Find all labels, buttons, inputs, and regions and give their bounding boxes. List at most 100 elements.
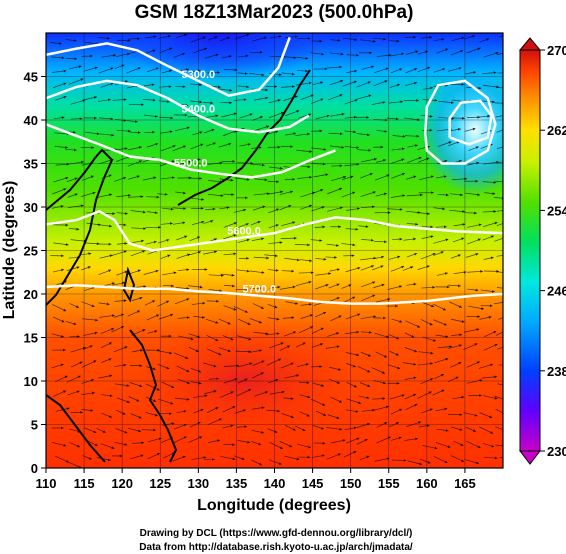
streamline-arrowhead xyxy=(305,69,308,73)
streamline-arrowhead xyxy=(292,221,296,225)
streamline-arrowhead xyxy=(430,86,433,90)
streamline-arrowhead xyxy=(292,85,295,88)
streamline-arrowhead xyxy=(385,67,389,71)
streamline-arrowhead xyxy=(343,175,347,179)
streamline-arrowhead xyxy=(353,130,357,134)
streamline-arrowhead xyxy=(63,308,67,312)
streamline-arrowhead xyxy=(418,421,422,424)
streamline-arrowhead xyxy=(170,401,174,405)
streamline-arrowhead xyxy=(444,159,448,163)
x-axis-ticks: 110 115 120 125 130 135 140 145 150 155 160 165 xyxy=(36,468,476,491)
colorbar-top-arrow xyxy=(518,37,542,51)
streamline-arrowhead xyxy=(367,369,371,373)
streamline xyxy=(495,331,503,336)
streamline-arrowhead xyxy=(445,357,449,361)
streamline-arrowhead xyxy=(109,254,113,258)
contour-label: 5700.0 xyxy=(242,284,276,296)
streamline-arrowhead xyxy=(152,98,156,102)
streamline-arrowhead xyxy=(494,456,498,460)
streamline-arrowhead xyxy=(413,282,417,286)
streamline-arrowhead xyxy=(295,302,298,305)
y-axis-label: Latitude (degrees) xyxy=(1,181,18,320)
streamline-arrowhead xyxy=(136,398,140,402)
streamline-arrowhead xyxy=(322,441,326,445)
streamline-arrowhead xyxy=(458,284,461,288)
streamline-arrowhead xyxy=(429,322,433,326)
streamline-arrowhead xyxy=(309,175,312,179)
streamline-arrowhead xyxy=(339,132,343,136)
streamline-arrowhead xyxy=(168,69,172,73)
streamline-arrowhead xyxy=(274,305,278,309)
streamline-arrowhead xyxy=(507,208,510,211)
streamline-arrowhead xyxy=(236,364,239,368)
contour-line xyxy=(46,209,503,252)
streamline-arrowhead xyxy=(210,219,214,223)
streamline-arrowhead xyxy=(74,57,78,61)
streamline-arrowhead xyxy=(111,282,115,286)
streamline-arrowhead xyxy=(324,67,328,71)
streamline-arrowhead xyxy=(401,52,404,56)
y-tick-label: 25 xyxy=(24,244,38,259)
streamline-arrowhead xyxy=(247,389,251,392)
streamline-arrowhead xyxy=(275,268,279,272)
streamline-arrowhead xyxy=(444,225,447,229)
streamline-arrowhead xyxy=(487,114,491,118)
streamline-arrowhead xyxy=(339,164,343,168)
streamline-arrowhead xyxy=(367,81,371,84)
streamline-arrowhead xyxy=(307,455,311,459)
streamline-arrowhead xyxy=(368,148,371,152)
streamline-arrowhead xyxy=(319,365,323,369)
streamline xyxy=(496,161,503,163)
streamline-arrowhead xyxy=(473,71,477,74)
streamline-arrowhead xyxy=(402,194,406,198)
streamline-arrowhead xyxy=(489,415,493,419)
cutoff-low xyxy=(420,65,503,195)
streamline-arrowhead xyxy=(410,266,414,269)
streamline-arrowhead xyxy=(153,428,156,432)
streamline-arrowhead xyxy=(143,227,146,230)
streamline-arrowhead xyxy=(310,271,314,275)
streamline-arrowhead xyxy=(261,360,265,364)
streamline xyxy=(497,52,503,55)
streamline xyxy=(406,194,423,197)
streamline-arrowhead xyxy=(397,255,401,259)
streamline-arrowhead xyxy=(445,193,449,197)
streamline-arrowhead xyxy=(62,390,66,394)
contour-label: 5500.0 xyxy=(174,158,208,170)
streamline-arrowhead xyxy=(383,37,386,41)
streamline-arrowhead xyxy=(429,35,432,39)
streamline-arrowhead xyxy=(60,334,64,338)
colorbar: 230 238 246 254 262 270 xyxy=(518,37,566,465)
streamline-arrowhead xyxy=(266,192,270,196)
streamline-arrowhead xyxy=(275,208,279,212)
streamline-arrowhead xyxy=(411,334,415,338)
streamline-arrowhead xyxy=(490,363,493,367)
streamline-arrowhead xyxy=(474,413,478,417)
streamline-arrowhead xyxy=(65,243,69,246)
streamline-arrowhead xyxy=(448,141,452,144)
streamline-arrowhead xyxy=(287,345,290,349)
streamline-arrowhead xyxy=(494,396,498,400)
streamline-arrowhead xyxy=(490,256,494,260)
streamline-arrowhead xyxy=(291,72,295,76)
streamline-arrowhead xyxy=(372,281,376,285)
streamline-arrowhead xyxy=(172,145,176,148)
streamline-arrowhead xyxy=(142,250,146,253)
streamline-arrowhead xyxy=(276,180,279,184)
streamline-arrowhead xyxy=(184,235,188,239)
streamline-arrowhead xyxy=(90,409,94,412)
streamline-arrowhead xyxy=(258,442,262,446)
streamline-arrowhead xyxy=(156,195,160,199)
streamline-arrowhead xyxy=(413,35,416,39)
streamline-arrowhead xyxy=(396,381,400,385)
streamline-arrowhead xyxy=(415,222,419,226)
streamline-arrowhead xyxy=(399,320,403,323)
streamline-arrowhead xyxy=(326,114,330,118)
streamline-arrowhead xyxy=(356,353,360,357)
streamline-arrowhead xyxy=(96,132,100,136)
streamline-arrowhead xyxy=(382,381,386,385)
streamline-arrowhead xyxy=(248,337,252,341)
streamline-arrowhead xyxy=(474,343,478,346)
y-tick-label: 35 xyxy=(24,157,38,172)
y-tick-label: 5 xyxy=(31,418,38,433)
